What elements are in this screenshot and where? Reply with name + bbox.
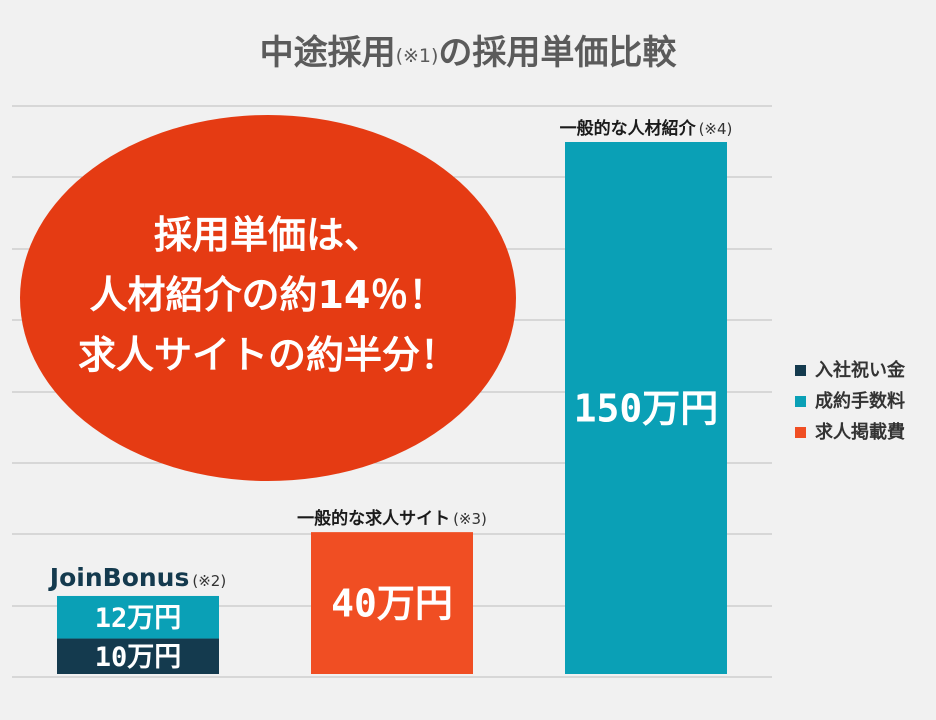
legend-label: 求人掲載費 (815, 421, 905, 443)
category-name: 一般的な求人サイト (297, 508, 450, 529)
title-main: 中途採用 (260, 33, 396, 73)
callout-line-2: 人材紹介の約14％！ (90, 273, 447, 317)
legend-swatch (795, 427, 806, 438)
chart-title: 中途採用(※1)の採用単価比較 (260, 33, 678, 73)
bar-segment (311, 532, 473, 674)
category-label: 一般的な人材紹介 (※4) (560, 118, 733, 139)
legend-swatch (795, 365, 806, 376)
category-note: (※3) (453, 510, 487, 528)
bar-value-label: 150万円 (574, 387, 719, 431)
legend-label: 成約手数料 (815, 390, 905, 412)
category-note: (※4) (699, 120, 733, 138)
callout-ellipse (20, 115, 516, 481)
legend-label: 入社祝い金 (815, 359, 906, 381)
title-rest: の採用単価比較 (438, 33, 677, 73)
callout-line-3: 求人サイトの約半分！ (78, 333, 458, 377)
bar-segment (57, 638, 219, 674)
category-name: 一般的な人材紹介 (560, 118, 697, 139)
category-note: (※2) (192, 572, 226, 590)
legend-swatch (795, 396, 806, 407)
bar-segment (57, 595, 219, 639)
category-name: JoinBonus (48, 563, 190, 592)
bar-segment (565, 142, 727, 674)
title-note: (※1) (396, 45, 439, 67)
bar-value-label: 12万円 (95, 603, 182, 634)
callout-line-1: 採用単価は、 (154, 213, 382, 257)
bar-value-label: 40万円 (331, 582, 453, 626)
bars: 10万円 12万円 40万円 150万円 (57, 142, 727, 674)
category-label: JoinBonus (※2) (48, 563, 226, 592)
bar-value-label: 10万円 (95, 642, 182, 673)
callout-bubble: 採用単価は、 人材紹介の約14％！ 求人サイトの約半分！ (20, 115, 516, 481)
category-labels: JoinBonus (※2) 一般的な求人サイト (※3) 一般的な人材紹介 (※4) (48, 118, 733, 592)
category-label: 一般的な求人サイト (※3) (297, 508, 487, 529)
